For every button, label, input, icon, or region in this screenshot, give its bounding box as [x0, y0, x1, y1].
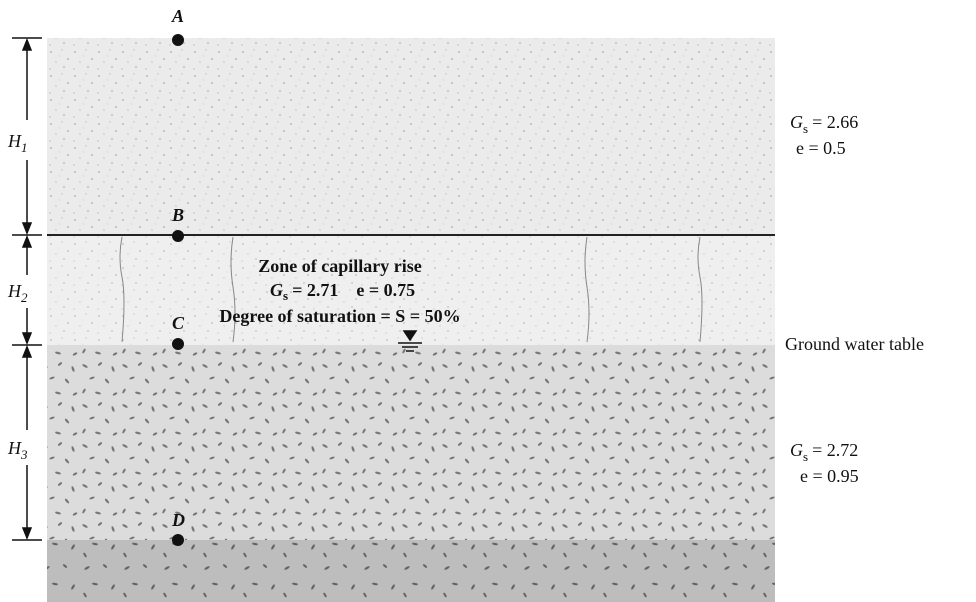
text: e = 0.75 [356, 280, 415, 300]
text: = 2.72 [812, 440, 858, 460]
layer-e: e = 0.5 [796, 138, 846, 158]
water-table-label: Ground water table [785, 334, 924, 354]
text: G [270, 280, 283, 300]
point-label: B [171, 205, 184, 225]
thickness-label: H1 [7, 131, 28, 155]
text: 3 [20, 447, 28, 462]
water-table-symbol [398, 330, 422, 352]
layer-gs: Gs = 2.66 [790, 112, 858, 136]
thickness-label: H3 [7, 438, 28, 462]
point-label: C [172, 313, 185, 333]
text: 1 [21, 140, 28, 155]
point-label: A [171, 6, 184, 26]
text: s [803, 121, 808, 136]
text: 2 [21, 290, 28, 305]
layer-1 [47, 38, 775, 235]
dimension-lines [12, 37, 42, 541]
text: H [7, 281, 22, 301]
text: H [7, 438, 22, 458]
zone-title: Zone of capillary rise [258, 256, 421, 276]
text: G [790, 440, 803, 460]
layer-e: e = 0.95 [800, 466, 859, 486]
capillary-zone [47, 235, 775, 345]
thickness-label: H2 [7, 281, 28, 305]
text: = 2.66 [812, 112, 858, 132]
text: H [7, 131, 22, 151]
text: s [283, 288, 288, 303]
text: s [803, 449, 808, 464]
capillary-lines [119, 236, 703, 343]
points [172, 34, 184, 546]
point-label: D [171, 510, 185, 530]
layer-gs: Gs = 2.72 [790, 440, 858, 464]
zone-saturation: Degree of saturation = S = 50% [219, 306, 460, 326]
layer-3 [47, 540, 775, 602]
text: = 2.71 [292, 280, 338, 300]
text: G [790, 112, 803, 132]
zone-gs: Gs = 2.71 e = 0.75 [270, 280, 415, 303]
layer-2 [47, 345, 775, 540]
